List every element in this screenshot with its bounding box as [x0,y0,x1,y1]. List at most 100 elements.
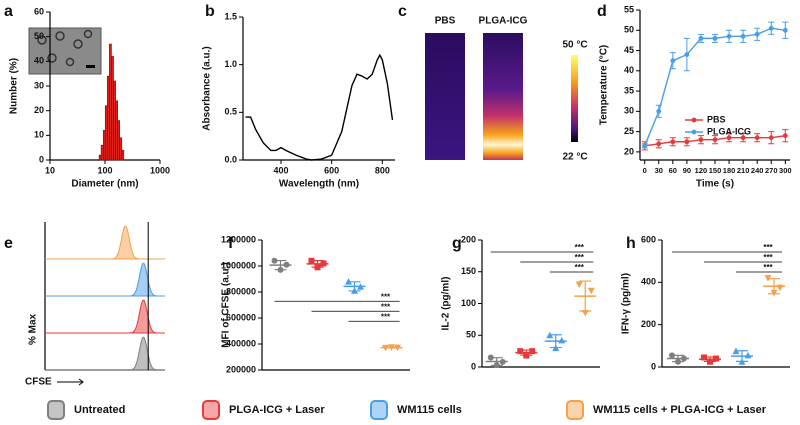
y-tick-label: 25 [624,126,634,136]
color-bar [571,55,578,142]
y-tick-label: 40 [624,65,634,75]
point [726,135,732,141]
y-tick-label: 50 [466,330,476,340]
y-axis-label: Number (%) [9,58,20,114]
point [587,287,595,295]
point [768,135,774,141]
point [345,278,352,285]
point [754,135,760,141]
point [712,35,718,41]
point [581,310,589,317]
x-tick-label: 240 [751,166,764,175]
point [744,351,752,359]
point [754,31,760,37]
panel-label: a [4,3,13,20]
scale-min-label: 22 °C [562,152,587,163]
bar [104,105,108,161]
y-tick-label: 400 [641,277,656,287]
point [487,354,494,361]
x-tick-label: 400 [273,165,288,175]
point [308,257,315,264]
point [675,358,681,365]
point [776,284,784,292]
legend-label: PBS [707,114,726,124]
legend-swatch [47,400,65,420]
y-tick-label: 1.0 [224,59,237,69]
legend-marker [691,129,697,135]
x-tick-label: 60 [669,166,677,175]
x-tick-label: 1000 [150,165,170,175]
bar [121,149,125,161]
y-tick-label: 0 [651,361,656,371]
y-tick-label: 20 [624,146,634,156]
bar [113,80,116,161]
flow-histogram [45,299,165,334]
point [782,133,788,139]
x-tick-label: 30 [655,166,663,175]
y-tick-label: 55 [624,4,634,14]
panel-label: f [228,235,234,252]
point [681,355,687,362]
point [382,344,389,352]
axis-arrow [57,378,84,386]
y-tick-label: 1000000 [221,260,256,270]
x-tick-label: 210 [737,166,750,175]
point [656,141,662,147]
point [357,283,364,290]
x-tick-label: 300 [779,166,792,175]
x-axis-label: CFSE [25,377,52,388]
point [546,331,554,339]
point [670,139,676,145]
point [782,27,788,33]
point [642,143,648,149]
point [768,25,774,31]
y-tick-label: 60 [34,6,44,16]
y-tick-label: 10 [34,130,44,140]
significance-label: *** [381,302,391,311]
y-axis-label: Temperature (°C) [599,45,610,126]
panel-label: c [398,3,407,20]
y-axis-label: MFI of CFSE (a.u.) [221,262,232,348]
x-tick-label: 120 [695,166,708,175]
y-tick-label: 200 [641,319,656,329]
y-axis-label: % Max [28,313,39,345]
y-tick-label: 40 [34,56,44,66]
flow-histogram [45,225,165,260]
y-tick-label: 20 [34,105,44,115]
point [499,358,506,365]
point [283,261,290,268]
x-axis-label: Time (s) [696,179,734,190]
panel-label: h [626,235,636,252]
bar [111,56,114,161]
flow-histogram [45,262,165,297]
significance-label: *** [381,312,391,321]
y-tick-label: 200 [461,234,476,244]
point [575,281,583,288]
y-tick-label: 0 [39,154,44,164]
point [764,275,772,282]
bar [98,154,102,161]
x-tick-label: 600 [324,165,339,175]
y-tick-label: 600 [641,234,656,244]
significance-label: *** [575,263,585,272]
x-tick-label: 90 [683,166,691,175]
series-line [245,53,394,161]
significance-label: *** [575,253,585,262]
legend-swatch [202,400,220,420]
point [738,358,746,365]
point [684,52,690,57]
legend-swatch [370,400,388,420]
point [713,355,719,362]
point [552,344,560,351]
point [320,260,327,267]
scale-max-label: 50 °C [562,40,587,51]
point [394,344,401,352]
panel-label: g [452,235,462,252]
point [670,58,676,64]
bar [115,100,118,161]
point [684,139,690,145]
column-label: PLGA-ICG [479,16,528,27]
bar [117,120,120,161]
point [698,137,704,143]
